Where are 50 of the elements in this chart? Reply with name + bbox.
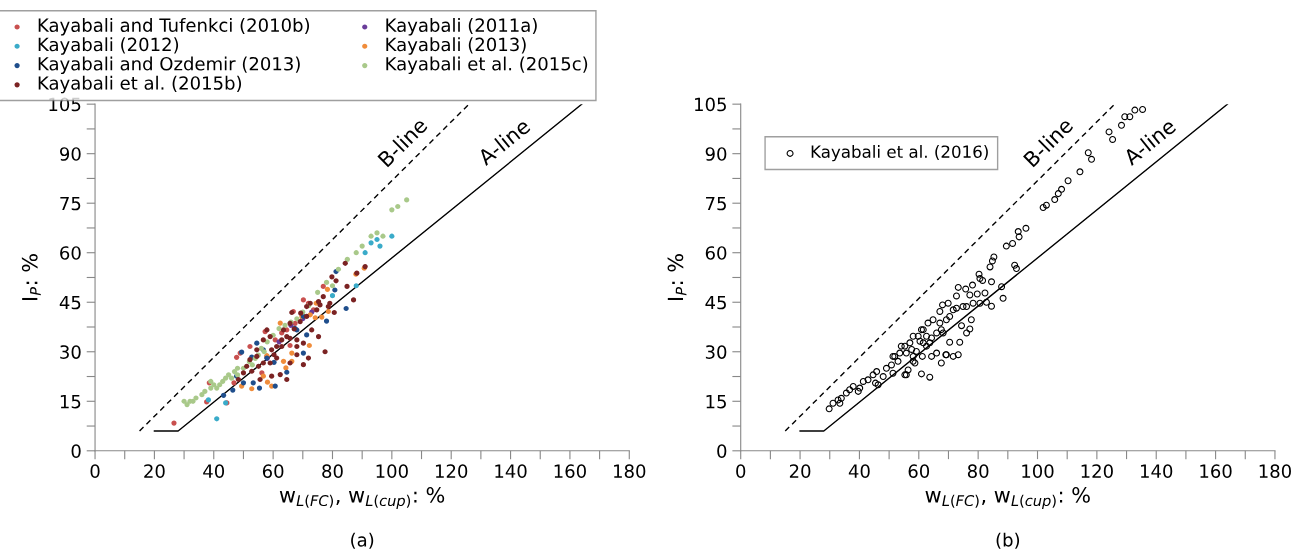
y-tick-label: 30 [705, 345, 727, 359]
y-tick-label: 15 [60, 394, 81, 409]
y-tick-label: 0 [717, 444, 727, 458]
x-tick-label: 100 [1022, 464, 1054, 478]
y-tick-label: 60 [705, 246, 727, 260]
legend-label: Kayabali (2013) [386, 37, 526, 55]
y-tick-label: 75 [706, 196, 726, 211]
x-tick-label: 80 [322, 464, 343, 478]
y-tick-label: 60 [60, 246, 81, 260]
x-tick-label: 160 [1200, 464, 1232, 478]
x-tick-label: 0 [90, 464, 100, 478]
legend-label: Kayabali et al. (2016) [811, 145, 988, 162]
x-tick-label: 100 [376, 464, 408, 478]
x-tick-label: 140 [495, 464, 527, 478]
x-tick-label: 0 [736, 464, 746, 478]
y-tick-label: 105 [695, 97, 726, 112]
text: (a) [351, 532, 374, 549]
legend-label: Kayabali et al. (2015c) [386, 56, 588, 75]
y-tick-label: 45 [59, 295, 81, 310]
x-tick-label: 120 [1081, 464, 1113, 478]
text: (b) [996, 532, 1020, 549]
x-tick-label: 60 [262, 464, 284, 478]
legend-label: Kayabali et al. (2015b) [38, 75, 242, 94]
x-tick-label: 40 [848, 464, 870, 478]
y-tick-label: 0 [71, 444, 81, 458]
y-tick-label: 90 [705, 147, 727, 161]
x-tick-label: 20 [144, 464, 165, 478]
y-tick-label: 15 [706, 394, 726, 409]
y-tick-label: 105 [49, 97, 81, 112]
x-tick-label: 180 [614, 464, 646, 478]
x-tick-label: 80 [967, 464, 989, 478]
y-tick-label: 90 [60, 147, 81, 161]
y-axis-title: I$_{P}$: % [667, 254, 687, 301]
y-tick-label: 30 [60, 345, 81, 359]
legend-label: Kayabali and Tufenkci (2010b) [38, 18, 310, 36]
x-tick-label: 180 [1259, 464, 1291, 478]
y-axis-title: I$_{P}$: % [21, 254, 41, 301]
x-tick-label: 20 [789, 464, 811, 478]
x-tick-label: 120 [435, 464, 468, 478]
x-axis-title: w$_{L(FC)}$, w$_{L(cup)}$: % [925, 487, 1090, 509]
x-axis-title: w$_{L(FC)}$, w$_{L(cup)}$: % [279, 487, 445, 509]
legend-label: Kayabali (2011a) [386, 18, 537, 36]
x-tick-label: 40 [203, 464, 225, 478]
y-tick-label: 75 [60, 196, 81, 211]
x-tick-label: 60 [908, 464, 930, 478]
legend-label: Kayabali (2012) [38, 37, 179, 55]
y-tick-label: 45 [705, 295, 726, 310]
x-tick-label: 160 [554, 464, 586, 478]
x-tick-label: 140 [1140, 464, 1173, 478]
legend-label: Kayabali and Ozdemir (2013) [38, 56, 300, 75]
